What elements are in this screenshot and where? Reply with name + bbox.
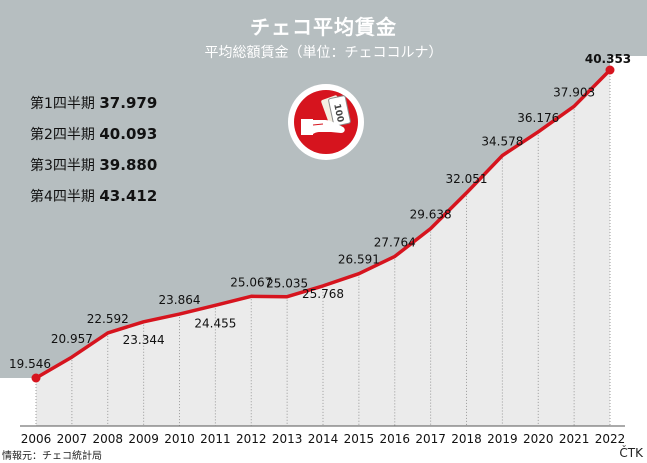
quarter-3-value: 39.880 bbox=[99, 156, 158, 174]
data-label: 26.591 bbox=[338, 253, 380, 267]
quarter-4-row: 第4四半期 43.412 bbox=[30, 186, 157, 206]
data-label: 24.455 bbox=[194, 316, 236, 330]
x-tick-label: 2014 bbox=[308, 432, 339, 446]
data-label: 23.344 bbox=[123, 333, 165, 347]
data-label: 37.903 bbox=[553, 85, 595, 99]
x-tick-label: 2021 bbox=[559, 432, 590, 446]
chart-subtitle: 平均総額賃金（単位：チェココルナ） bbox=[204, 45, 443, 61]
x-tick-label: 2018 bbox=[451, 432, 482, 446]
quarter-1-row: 第1四半期 37.979 bbox=[30, 93, 157, 113]
data-label: 25.035 bbox=[266, 277, 308, 291]
x-tick-label: 2022 bbox=[595, 432, 626, 446]
x-tick-label: 2011 bbox=[200, 432, 231, 446]
x-tick-label: 2010 bbox=[164, 432, 195, 446]
data-label: 27.764 bbox=[374, 235, 416, 249]
data-label: 25.067 bbox=[230, 275, 272, 289]
x-tick-label: 2016 bbox=[379, 432, 410, 446]
quarter-2-label: 第2四半期 bbox=[30, 127, 95, 143]
quarter-1-value: 37.979 bbox=[99, 94, 158, 112]
svg-text:100: 100 bbox=[331, 103, 345, 123]
data-points bbox=[31, 65, 615, 383]
data-label: 36.176 bbox=[517, 111, 559, 125]
data-label: 25.768 bbox=[302, 287, 344, 301]
header-background bbox=[0, 0, 647, 378]
quarter-2-value: 40.093 bbox=[99, 125, 158, 143]
x-tick-label: 2008 bbox=[92, 432, 123, 446]
quarter-4-value: 43.412 bbox=[99, 187, 158, 205]
vertical-gridlines bbox=[35, 70, 611, 426]
data-label: 40.353 bbox=[585, 52, 631, 66]
x-tick-label: 2013 bbox=[272, 432, 303, 446]
series-line bbox=[35, 68, 612, 380]
x-tick-label: 2006 bbox=[21, 432, 52, 446]
quarter-3-row: 第3四半期 39.880 bbox=[30, 155, 157, 175]
data-label: 22.592 bbox=[87, 312, 129, 326]
source-note: 情報元：チェコ統計局 bbox=[2, 451, 102, 462]
data-label: 20.957 bbox=[51, 332, 93, 346]
hand-holding-money-icon: 100 bbox=[288, 84, 364, 160]
x-tick-labels: 2006 2007 2008 2009 2010 2011 2012 2013 2014 2015… bbox=[21, 432, 626, 446]
x-tick-label: 2020 bbox=[523, 432, 554, 446]
data-label: 23.864 bbox=[159, 293, 201, 307]
data-label: 29.638 bbox=[410, 208, 452, 222]
data-label: 32.051 bbox=[446, 172, 488, 186]
credit-label: ČTK bbox=[619, 446, 643, 460]
data-point bbox=[605, 65, 615, 75]
x-tick-label: 2017 bbox=[415, 432, 446, 446]
x-tick-label: 2007 bbox=[57, 432, 88, 446]
x-tick-label: 2012 bbox=[236, 432, 267, 446]
quarter-3-label: 第3四半期 bbox=[30, 158, 95, 174]
quarter-2-row: 第2四半期 40.093 bbox=[30, 124, 157, 144]
chart-title: チェコ平均賃金 bbox=[250, 15, 397, 39]
x-tick-label: 2019 bbox=[487, 432, 518, 446]
data-point bbox=[31, 373, 41, 383]
data-label: 19.546 bbox=[9, 357, 51, 371]
quarter-4-label: 第4四半期 bbox=[30, 189, 95, 205]
x-tick-label: 2015 bbox=[344, 432, 375, 446]
data-label: 34.578 bbox=[481, 134, 523, 148]
quarter-1-label: 第1四半期 bbox=[30, 96, 95, 112]
x-tick-label: 2009 bbox=[128, 432, 159, 446]
